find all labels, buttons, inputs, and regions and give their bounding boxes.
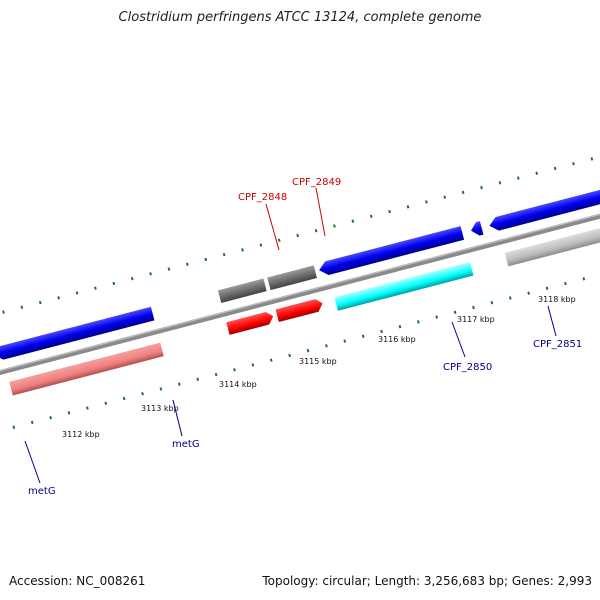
leader-metg-1 — [24, 440, 41, 484]
leader-cpf-2848 — [265, 203, 280, 251]
gene-label-cpf-2851: CPF_2851 — [533, 339, 582, 350]
gene-label-cpf-2849: CPF_2849 — [292, 177, 341, 188]
feature-forward-2 — [0, 306, 155, 360]
tick-label-3116: 3116 kbp — [378, 335, 416, 344]
feature-forward-4 — [471, 221, 484, 236]
tick-label-3112: 3112 kbp — [62, 430, 100, 439]
tick-label-3117: 3117 kbp — [457, 315, 495, 324]
feature-reverse-red-1 — [226, 311, 274, 335]
leader-cpf-2851 — [547, 305, 557, 337]
tick-label-3118: 3118 kbp — [538, 295, 576, 304]
tick-label-3115: 3115 kbp — [299, 357, 337, 366]
accession-text: Accession: NC_008261 — [9, 574, 146, 588]
feature-forward-3 — [319, 226, 465, 275]
feature-reverse-cyan — [334, 261, 474, 311]
feature-reverse-light — [504, 179, 600, 267]
map-title: Clostridium perfringens ATCC 13124, comp… — [118, 10, 482, 25]
leader-metg-2 — [172, 399, 183, 437]
tick-label-3113: 3113 kbp — [141, 404, 179, 413]
feature-reverse-red-2 — [275, 299, 323, 323]
gene-label-cpf-2850: CPF_2850 — [443, 362, 492, 373]
tick-label-3114: 3114 kbp — [219, 380, 257, 389]
genome-backbone — [0, 166, 600, 424]
feature-reverse-2 — [9, 342, 164, 396]
gene-label-cpf-2848: CPF_2848 — [238, 192, 287, 203]
genome-summary-text: Topology: circular; Length: 3,256,683 bp… — [262, 574, 592, 588]
leader-cpf-2850 — [451, 321, 466, 358]
feature-cpf-2848 — [217, 278, 267, 303]
leader-cpf-2849 — [315, 187, 326, 237]
gene-label-metg-2: metG — [172, 439, 200, 450]
gene-label-metg-1: metG — [28, 486, 56, 497]
feature-forward-5 — [489, 143, 600, 231]
feature-cpf-2849 — [267, 265, 318, 291]
